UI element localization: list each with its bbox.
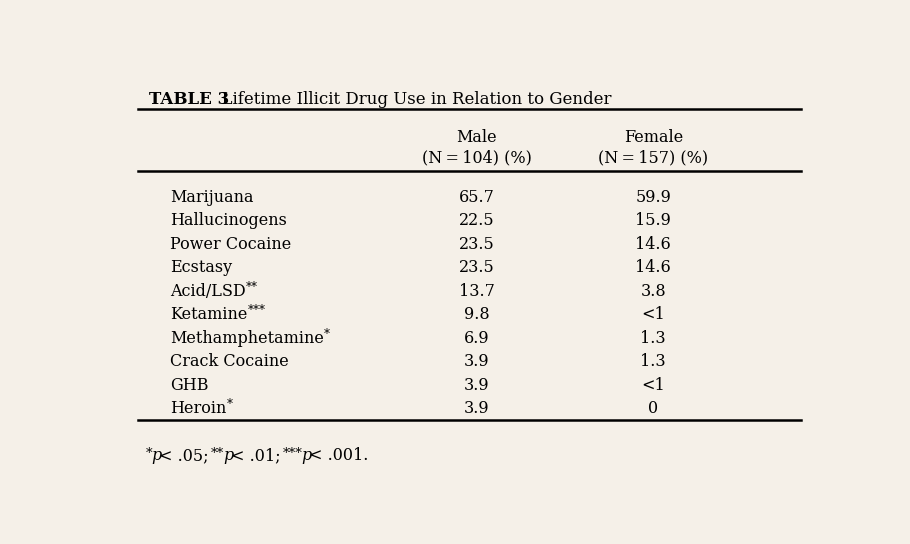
Text: Ketamine: Ketamine xyxy=(170,306,248,323)
Text: 65.7: 65.7 xyxy=(459,189,495,206)
Text: Marijuana: Marijuana xyxy=(170,189,254,206)
Text: 3.9: 3.9 xyxy=(464,400,490,417)
Text: 23.5: 23.5 xyxy=(459,236,495,253)
Text: Acid/LSD: Acid/LSD xyxy=(170,283,246,300)
Text: *: * xyxy=(227,398,233,411)
Text: Ecstasy: Ecstasy xyxy=(170,259,232,276)
Text: 3.8: 3.8 xyxy=(641,283,666,300)
Text: p: p xyxy=(152,447,162,464)
Text: 13.7: 13.7 xyxy=(459,283,495,300)
Text: <1: <1 xyxy=(642,306,665,323)
Text: 3.9: 3.9 xyxy=(464,353,490,370)
Text: Heroin: Heroin xyxy=(170,400,227,417)
Text: *: * xyxy=(324,328,330,341)
Text: Lifetime Illicit Drug Use in Relation to Gender: Lifetime Illicit Drug Use in Relation to… xyxy=(211,91,612,108)
Text: *: * xyxy=(146,447,152,460)
Text: (N = 157) (%): (N = 157) (%) xyxy=(598,149,708,166)
Text: (N = 104) (%): (N = 104) (%) xyxy=(422,149,531,166)
Text: < .05;: < .05; xyxy=(159,447,214,464)
Text: < .01;: < .01; xyxy=(231,447,286,464)
Text: ***: *** xyxy=(283,447,303,460)
Text: TABLE 3: TABLE 3 xyxy=(149,91,229,108)
Text: 22.5: 22.5 xyxy=(460,212,495,230)
Text: 3.9: 3.9 xyxy=(464,376,490,393)
Text: 0: 0 xyxy=(648,400,658,417)
Text: 1.3: 1.3 xyxy=(641,353,666,370)
Text: **: ** xyxy=(246,281,258,294)
Text: p: p xyxy=(301,447,311,464)
Text: 9.8: 9.8 xyxy=(464,306,490,323)
Text: Male: Male xyxy=(457,129,497,146)
Text: < .001.: < .001. xyxy=(308,447,368,464)
Text: 14.6: 14.6 xyxy=(635,259,672,276)
Text: Crack Cocaine: Crack Cocaine xyxy=(170,353,288,370)
Text: <1: <1 xyxy=(642,376,665,393)
Text: 59.9: 59.9 xyxy=(635,189,672,206)
Text: Power Cocaine: Power Cocaine xyxy=(170,236,291,253)
Text: 14.6: 14.6 xyxy=(635,236,672,253)
Text: **: ** xyxy=(211,447,224,460)
Text: Methamphetamine: Methamphetamine xyxy=(170,330,324,347)
Text: Female: Female xyxy=(623,129,682,146)
Text: 15.9: 15.9 xyxy=(635,212,672,230)
Text: GHB: GHB xyxy=(170,376,208,393)
Text: p: p xyxy=(223,447,234,464)
Text: ***: *** xyxy=(248,305,266,318)
Text: Hallucinogens: Hallucinogens xyxy=(170,212,287,230)
Text: 6.9: 6.9 xyxy=(464,330,490,347)
Text: 1.3: 1.3 xyxy=(641,330,666,347)
Text: 23.5: 23.5 xyxy=(459,259,495,276)
